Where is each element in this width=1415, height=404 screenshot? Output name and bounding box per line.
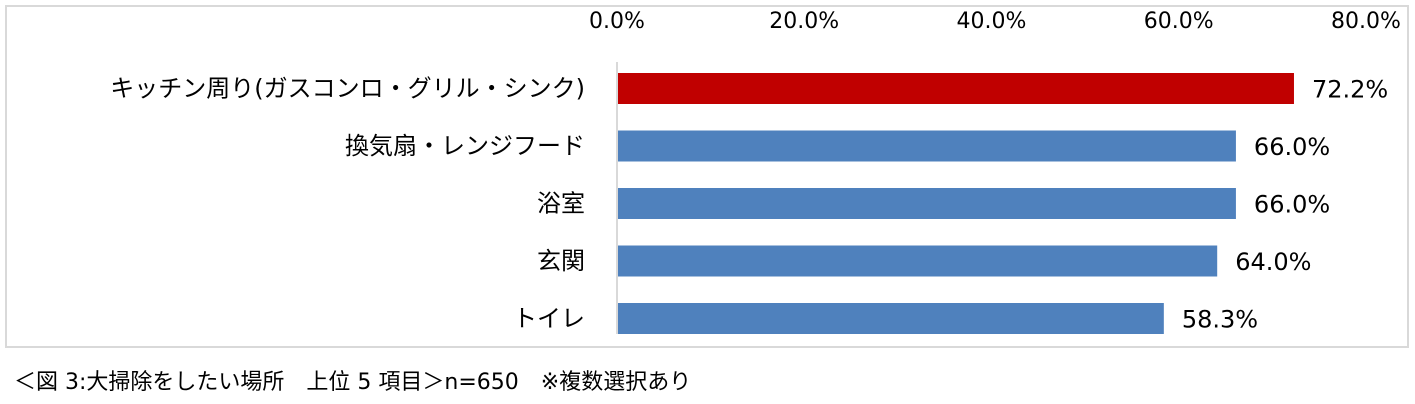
- data-label: 72.2%: [1312, 76, 1388, 104]
- x-tick-label: 20.0%: [769, 9, 839, 34]
- bar: [618, 188, 1236, 219]
- x-tick-label: 0.0%: [589, 9, 645, 34]
- figure-caption: ＜図 3:大掃除をしたい場所 上位 5 項目＞n=650 ※複数選択あり: [14, 370, 692, 395]
- category-label: 換気扇・レンジフード: [345, 132, 585, 160]
- chart-frame: [5, 5, 1409, 348]
- category-label: キッチン周り(ガスコンロ・グリル・シンク): [110, 75, 585, 103]
- x-tick-label: 80.0%: [1331, 9, 1401, 34]
- bar-chart: 0.0% 20.0% 40.0% 60.0% 80.0% キッチン周り(ガスコンロ・グリル…: [110, 9, 1401, 334]
- bar: [618, 245, 1218, 277]
- bar: [618, 73, 1294, 104]
- x-tick-label: 60.0%: [1144, 9, 1214, 34]
- data-label: 64.0%: [1235, 248, 1311, 276]
- category-label: トイレ: [513, 305, 585, 333]
- x-tick-label: 40.0%: [957, 9, 1027, 34]
- category-label: 玄関: [537, 247, 585, 275]
- category-label: 浴室: [537, 190, 585, 218]
- data-label: 66.0%: [1254, 133, 1330, 161]
- bar: [618, 303, 1164, 334]
- data-label: 66.0%: [1254, 191, 1330, 219]
- data-label: 58.3%: [1182, 306, 1258, 334]
- bar: [618, 130, 1236, 162]
